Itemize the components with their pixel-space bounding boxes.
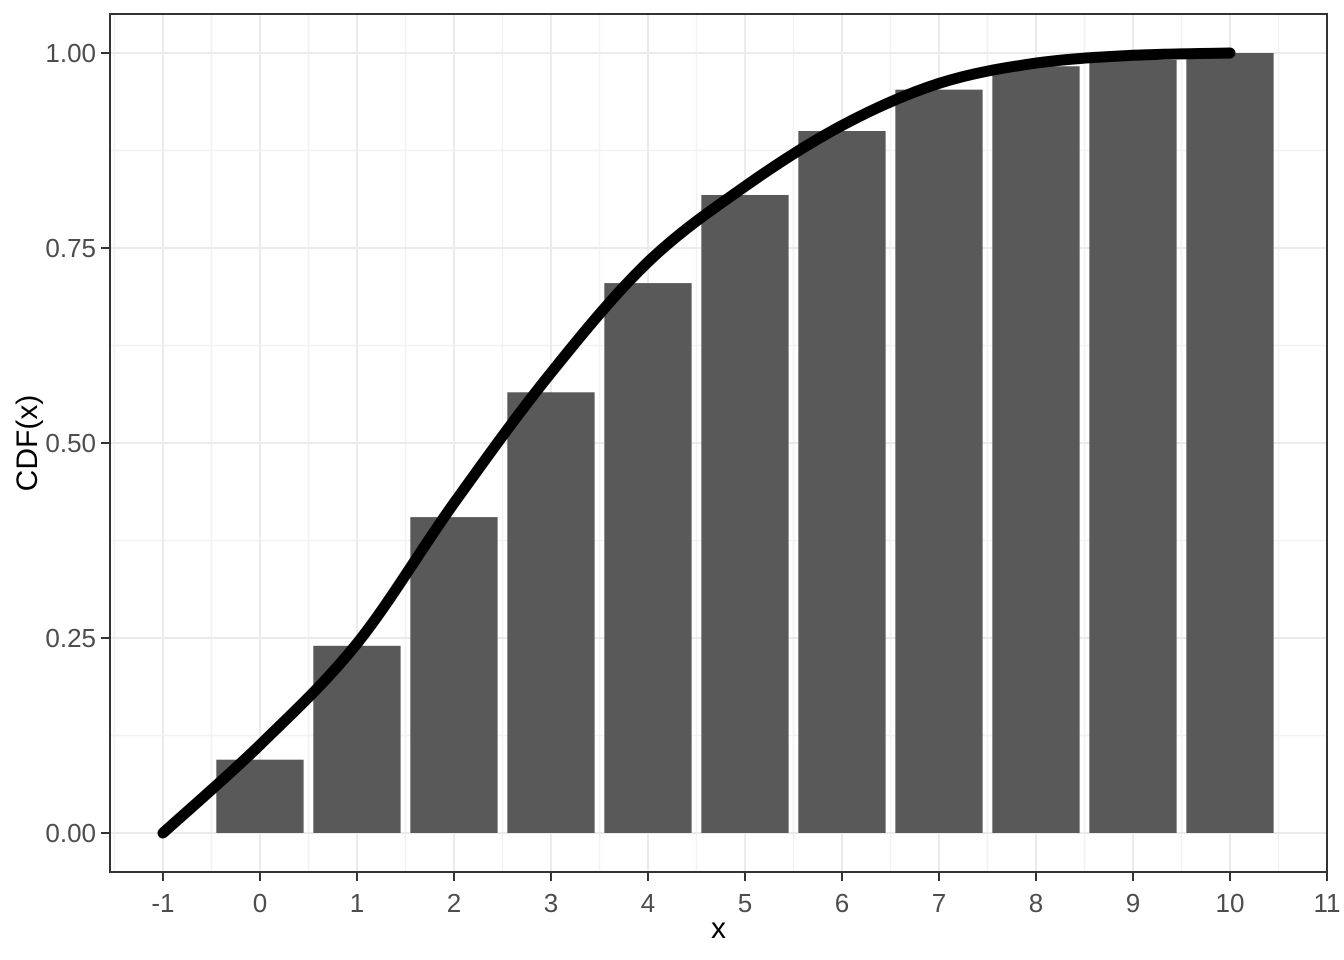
x-tick-label: 2 bbox=[447, 888, 461, 918]
cdf-bar bbox=[1186, 53, 1274, 833]
x-tick-label: 11 bbox=[1314, 888, 1341, 918]
y-tick-label: 0.75 bbox=[45, 233, 96, 263]
cdf-bar bbox=[1089, 60, 1177, 833]
x-tick-label: 9 bbox=[1126, 888, 1140, 918]
x-tick-label: 0 bbox=[253, 888, 267, 918]
cdf-curve bbox=[157, 47, 1236, 839]
y-tick-label: 0.00 bbox=[45, 818, 96, 848]
cdf-bar bbox=[798, 131, 886, 833]
y-tick-label: 1.00 bbox=[45, 38, 96, 68]
x-tick-label: 8 bbox=[1029, 888, 1043, 918]
x-tick-label: 7 bbox=[932, 888, 946, 918]
x-tick-label: 5 bbox=[738, 888, 752, 918]
cdf-bar bbox=[992, 66, 1080, 833]
x-tick-label: 10 bbox=[1216, 888, 1245, 918]
y-tick-label: 0.25 bbox=[45, 623, 96, 653]
cdf-bar bbox=[604, 283, 692, 834]
panel-border bbox=[109, 13, 1328, 873]
x-axis-title: x bbox=[711, 912, 726, 945]
x-tick-label: 1 bbox=[350, 888, 364, 918]
cdf-bar bbox=[507, 392, 595, 833]
cdf-bar bbox=[410, 517, 498, 833]
y-axis-title: CDF(x) bbox=[11, 395, 44, 492]
cdf-bar bbox=[701, 194, 789, 833]
x-tick-label: 6 bbox=[835, 888, 849, 918]
x-tick-label: 3 bbox=[544, 888, 558, 918]
x-tick-label: -1 bbox=[151, 888, 174, 918]
x-tick-label: 4 bbox=[641, 888, 655, 918]
cdf-bar bbox=[895, 89, 983, 833]
y-tick-label: 0.50 bbox=[45, 428, 96, 458]
